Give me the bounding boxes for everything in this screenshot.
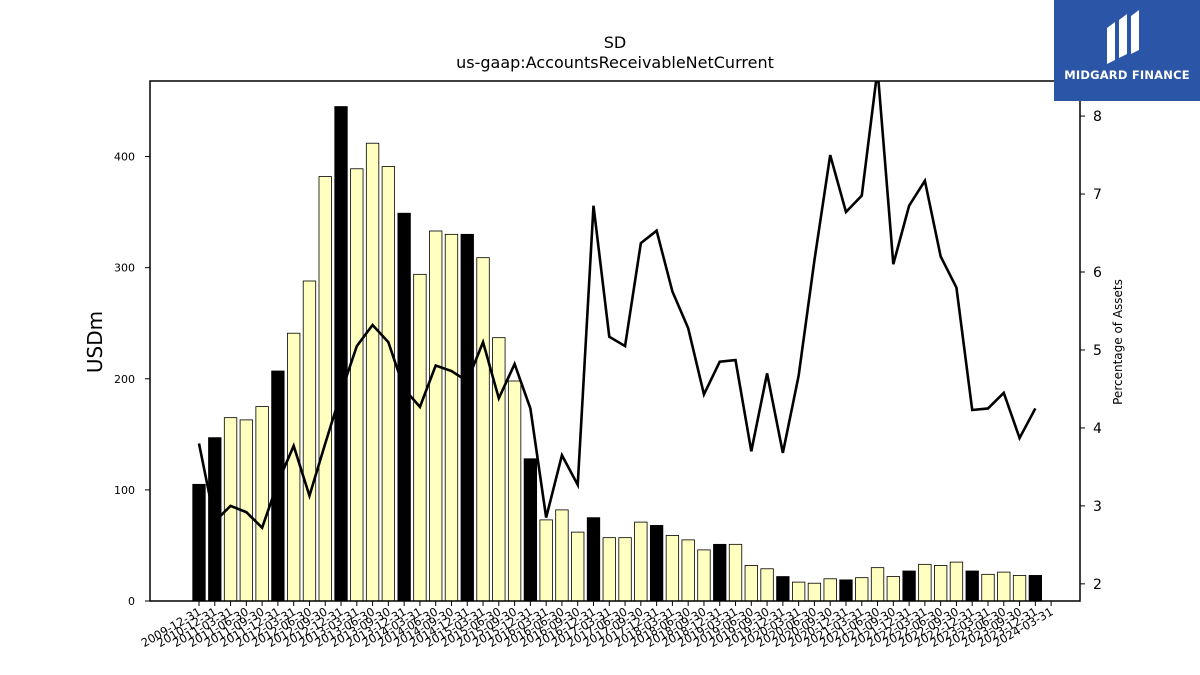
- bar: [807, 582, 822, 602]
- y-ticks-group: 0 100 200 300 400: [114, 151, 150, 608]
- bar: [492, 337, 506, 602]
- bar: [1012, 575, 1027, 602]
- bar: [381, 166, 396, 602]
- bar: [886, 576, 900, 602]
- y2-tick-label: 2: [1093, 577, 1102, 593]
- logo-icon: [1107, 10, 1139, 64]
- bar: [776, 576, 790, 602]
- bar: [318, 176, 332, 602]
- y-axis-label: USDm: [83, 311, 107, 373]
- logo: MIDGARD FINANCE: [1054, 0, 1200, 101]
- bar: [949, 561, 964, 602]
- bar: [397, 212, 411, 602]
- bar: [444, 233, 459, 602]
- bar: [823, 578, 837, 602]
- bar: [697, 549, 711, 602]
- bar: [334, 106, 348, 602]
- bar: [791, 581, 806, 602]
- bar: [460, 233, 474, 602]
- ratio-line: [197, 81, 1037, 531]
- bar: [1028, 575, 1042, 602]
- bar: [855, 577, 869, 602]
- bar: [981, 573, 995, 602]
- bar: [934, 565, 948, 602]
- y-tick-label: 400: [114, 151, 135, 164]
- y2-tick-label: 5: [1093, 343, 1102, 359]
- chart-title: SD: [604, 33, 626, 52]
- y2-tick-label: 6: [1093, 265, 1102, 281]
- bar: [586, 517, 601, 602]
- bar: [287, 332, 301, 602]
- x-ticks-group: 2009-12-312010-12-312011-03-312011-06-30…: [139, 601, 1056, 650]
- bar: [413, 273, 427, 602]
- bar: [965, 570, 979, 602]
- bar: [665, 535, 680, 602]
- bar: [728, 543, 743, 602]
- bar: [839, 579, 853, 602]
- bar: [192, 483, 206, 602]
- bar: [255, 406, 269, 602]
- bar: [602, 537, 616, 602]
- bar: [539, 519, 553, 602]
- bar: [870, 567, 885, 602]
- bar: [997, 571, 1011, 602]
- bar: [429, 230, 443, 602]
- logo-text: MIDGARD FINANCE: [1064, 68, 1190, 82]
- bar: [649, 525, 664, 602]
- bar: [523, 458, 538, 602]
- plot-frame: [149, 80, 1081, 602]
- bar: [365, 142, 380, 602]
- bar: [350, 168, 364, 602]
- y-tick-label: 0: [128, 595, 135, 608]
- y2-tick-label: 3: [1093, 499, 1102, 515]
- ratio-line-group: [197, 81, 1037, 531]
- bar: [507, 380, 522, 602]
- bar: [902, 570, 916, 602]
- y2-tick-label: 8: [1093, 109, 1102, 125]
- y-tick-label: 300: [114, 262, 135, 275]
- y2-axis-label: Percentage of Assets: [1111, 279, 1125, 405]
- bar: [634, 521, 648, 602]
- bar: [918, 563, 932, 602]
- bar: [760, 568, 774, 602]
- bar: [555, 509, 569, 602]
- bar: [713, 543, 727, 602]
- bars-group: [192, 106, 1042, 602]
- y2-ticks-group: 2 3 4 5 6 7 8: [1080, 109, 1102, 593]
- bar: [571, 531, 585, 602]
- y-tick-label: 100: [114, 484, 135, 497]
- bar: [476, 257, 490, 602]
- y2-tick-label: 4: [1093, 421, 1102, 437]
- bar: [618, 537, 632, 602]
- y-tick-label: 200: [114, 373, 135, 386]
- chart-subtitle: us-gaap:AccountsReceivableNetCurrent: [456, 53, 774, 72]
- bar: [744, 565, 758, 602]
- bar: [681, 539, 695, 602]
- bar: [302, 280, 317, 602]
- y2-tick-label: 7: [1093, 187, 1102, 203]
